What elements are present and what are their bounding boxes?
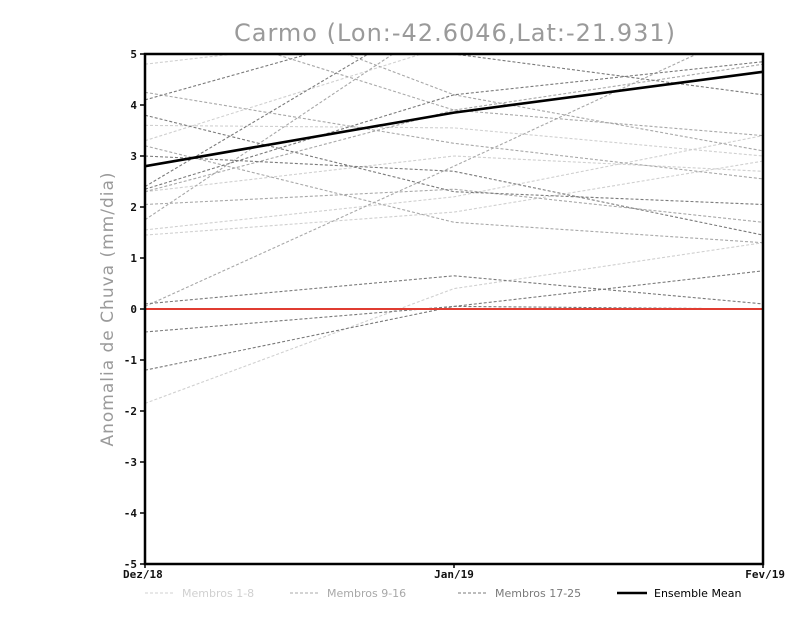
y-tick-label: -1 [124,354,138,367]
member-line-18 [145,114,763,206]
chart-title: Carmo (Lon:-42.6046,Lat:-21.931) [234,19,676,47]
series-layer [145,54,763,404]
member-line-15 [145,145,763,244]
member-line-21 [145,305,763,371]
member-line-13 [145,54,699,307]
y-axis-label: Anomalia de Chuva (mm/dia) [98,171,118,446]
y-tick-label: 4 [130,99,137,112]
member-line-6 [145,242,763,404]
legend-label: Ensemble Mean [654,587,741,600]
y-tick-label: 1 [130,252,137,265]
y-tick-label: -4 [124,507,138,520]
member-line-17 [145,54,311,101]
member-line-5 [145,160,763,236]
y-tick-label: 0 [130,303,137,316]
member-line-2 [145,54,424,142]
member-line-9 [145,91,763,180]
member-line-24 [451,54,763,96]
member-line-20 [145,270,763,333]
member-line-19 [145,275,763,305]
y-tick-label: 3 [130,150,137,163]
x-axis-ticks: Dez/18 Jan/19 Fev/19 [123,564,785,581]
member-line-14 [273,54,763,137]
member-line-22 [145,61,763,190]
x-tick-label: Jan/19 [434,568,474,581]
legend-label: Membros 9-16 [327,587,406,600]
ensemble-mean-layer [145,70,763,168]
member-line-16 [344,54,763,152]
member-line-10 [145,63,763,193]
x-tick-label: Fev/19 [745,568,785,581]
y-tick-label: 5 [130,48,137,61]
y-axis-ticks: -5 -4 -3 -2 -1 0 1 2 3 4 5 [124,48,145,571]
y-tick-label: -2 [124,405,137,418]
member-line-12 [145,188,763,223]
member-line-8 [145,155,763,193]
legend: Membros 1-8 Membros 9-16 Membros 17-25 Ense… [145,587,741,600]
y-tick-label: -5 [124,558,137,571]
ensemble-mean-line [145,70,763,168]
member-line-3 [145,124,763,157]
y-tick-label: 2 [130,201,137,214]
legend-label: Membros 17-25 [495,587,581,600]
y-tick-label: -3 [124,456,137,469]
legend-label: Membros 1-8 [182,587,254,600]
member-line-4 [145,135,763,231]
x-tick-label: Dez/18 [123,568,163,581]
